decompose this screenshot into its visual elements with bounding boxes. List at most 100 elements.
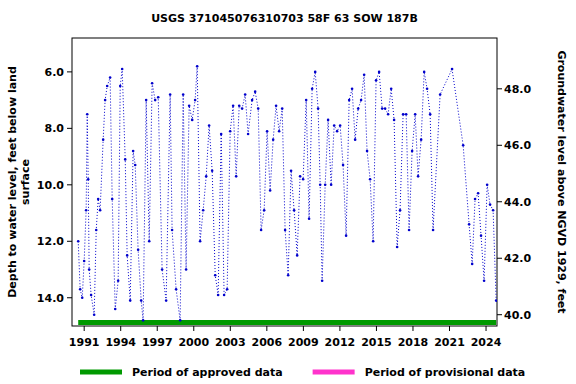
y-axis-label: Depth to water level, feet below landsur…	[6, 66, 32, 298]
data-point	[214, 274, 217, 277]
data-point	[199, 240, 202, 243]
data-point	[429, 113, 432, 116]
x-tick	[376, 326, 377, 331]
data-point	[161, 268, 164, 271]
data-point	[169, 93, 172, 96]
y-tick-label: 8.0	[45, 122, 65, 135]
data-point	[223, 294, 226, 297]
data-point	[381, 107, 384, 110]
data-point	[330, 184, 333, 187]
data-point	[293, 209, 296, 212]
x-tick	[412, 326, 413, 331]
data-point	[414, 113, 417, 116]
data-point	[321, 280, 324, 283]
data-point	[142, 319, 145, 322]
data-point	[305, 99, 308, 102]
plot-area	[77, 65, 497, 325]
data-point	[474, 198, 477, 201]
data-point	[399, 209, 402, 212]
y-tick-label: 14.0	[37, 292, 64, 305]
y-tick	[67, 128, 72, 129]
data-point	[477, 192, 480, 195]
data-point	[79, 288, 82, 291]
data-point	[480, 234, 483, 237]
data-point	[93, 313, 96, 316]
data-point	[151, 82, 154, 85]
data-point	[185, 268, 188, 271]
y2-tick	[497, 145, 502, 146]
data-point	[244, 93, 247, 96]
data-point	[211, 169, 214, 172]
data-point	[278, 130, 281, 133]
data-point	[462, 144, 465, 147]
data-point	[145, 99, 148, 102]
y2-tick-label: 40.0	[504, 309, 531, 322]
y2-tick	[497, 88, 502, 89]
data-point	[188, 104, 191, 107]
data-point	[396, 246, 399, 249]
data-point	[471, 263, 474, 266]
data-point	[319, 184, 322, 187]
data-point	[348, 99, 351, 102]
data-point	[489, 203, 492, 206]
y2-tick-label: 48.0	[504, 83, 531, 96]
data-point	[182, 93, 185, 96]
data-point	[311, 88, 314, 91]
data-point	[251, 99, 254, 102]
data-point	[423, 71, 426, 74]
data-point	[486, 184, 489, 187]
data-point	[220, 133, 223, 136]
data-point	[324, 184, 327, 187]
data-point	[275, 104, 278, 107]
data-point	[317, 107, 320, 110]
data-point	[308, 217, 311, 220]
x-tick-label: 1991	[69, 336, 100, 349]
data-point	[426, 88, 429, 91]
data-point	[495, 299, 497, 302]
x-tick	[266, 326, 267, 331]
x-tick	[84, 326, 85, 331]
x-tick-label: 2009	[288, 336, 319, 349]
y-tick	[67, 71, 72, 72]
data-point	[106, 85, 109, 88]
x-tick	[193, 326, 194, 331]
data-point	[88, 268, 91, 271]
data-point	[165, 299, 168, 302]
data-point	[333, 124, 336, 127]
chart: USGS 371045076310703 58F 63 SOW 187B6.08…	[0, 0, 576, 384]
y2-tick-label: 46.0	[504, 139, 531, 152]
data-point	[90, 294, 93, 297]
data-point	[254, 90, 257, 93]
x-tick	[120, 326, 121, 331]
data-point	[402, 113, 405, 116]
data-point	[171, 229, 174, 232]
x-tick-label: 2012	[325, 336, 356, 349]
data-point	[102, 138, 105, 141]
data-point	[284, 229, 287, 232]
data-point	[432, 229, 435, 232]
data-point	[81, 296, 84, 299]
data-point	[408, 229, 411, 232]
data-point	[208, 124, 211, 127]
data-point	[148, 240, 151, 243]
data-point	[175, 288, 178, 291]
data-point	[387, 113, 390, 116]
data-point	[104, 99, 107, 102]
data-point	[114, 308, 117, 311]
data-point	[417, 175, 420, 178]
y-tick-label: 6.0	[45, 66, 65, 79]
data-point	[366, 150, 369, 153]
x-tick-label: 2024	[471, 336, 502, 349]
data-point	[468, 223, 471, 226]
data-point	[360, 99, 363, 102]
x-tick	[449, 326, 450, 331]
data-point	[375, 79, 378, 82]
data-point	[266, 130, 269, 133]
data-point	[351, 88, 354, 91]
data-point	[196, 65, 199, 68]
data-point	[269, 189, 272, 192]
x-tick	[339, 326, 340, 331]
y-tick-label: 10.0	[37, 179, 64, 192]
data-point	[119, 85, 122, 88]
period-bar	[78, 320, 496, 325]
